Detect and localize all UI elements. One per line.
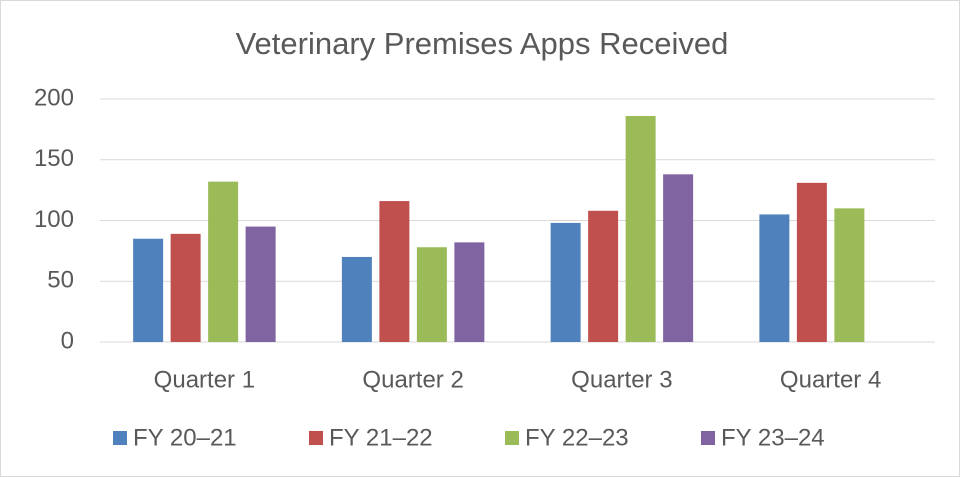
y-tick-label: 50 xyxy=(47,267,74,294)
y-tick-label: 150 xyxy=(34,145,74,172)
x-tick-label: Quarter 4 xyxy=(780,366,881,393)
legend-label: FY 22–23 xyxy=(525,424,629,451)
bar xyxy=(245,226,276,342)
bar xyxy=(625,116,656,342)
legend-swatch xyxy=(505,431,519,445)
x-tick-label: Quarter 3 xyxy=(571,366,672,393)
legend-label: FY 23–24 xyxy=(721,424,825,451)
y-tick-label: 200 xyxy=(34,84,74,111)
bar xyxy=(550,222,581,342)
bar xyxy=(133,238,164,342)
bar xyxy=(588,210,619,342)
legend-swatch xyxy=(113,431,127,445)
bar xyxy=(834,208,865,342)
legend-swatch xyxy=(309,431,323,445)
legend-label: FY 20–21 xyxy=(133,424,237,451)
chart-title: Veterinary Premises Apps Received xyxy=(236,26,729,61)
bar xyxy=(379,201,410,342)
bar xyxy=(796,182,827,342)
legend-swatch xyxy=(701,431,715,445)
bar xyxy=(663,174,694,342)
bar xyxy=(759,214,790,342)
bar xyxy=(341,256,372,342)
bar xyxy=(454,242,485,342)
bar xyxy=(170,233,201,342)
bar xyxy=(208,181,239,342)
bar xyxy=(416,247,447,342)
legend-label: FY 21–22 xyxy=(329,424,433,451)
y-tick-label: 100 xyxy=(34,206,74,233)
x-tick-label: Quarter 2 xyxy=(362,366,463,393)
x-tick-label: Quarter 1 xyxy=(154,366,255,393)
y-tick-label: 0 xyxy=(61,327,74,354)
